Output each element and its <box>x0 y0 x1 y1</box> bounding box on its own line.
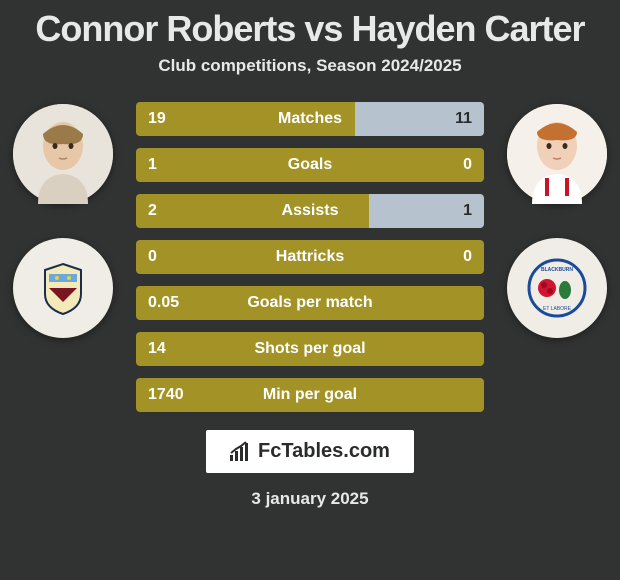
stat-value-left: 2 <box>148 202 157 220</box>
stat-row: 14 Shots per goal <box>136 332 484 366</box>
stat-label: Goals per match <box>247 294 372 312</box>
player-left-avatar <box>13 104 113 204</box>
stat-label: Assists <box>282 202 339 220</box>
player-right-avatar <box>507 104 607 204</box>
stat-label: Min per goal <box>263 386 357 404</box>
stat-row: 0.05 Goals per match <box>136 286 484 320</box>
right-side: BLACKBURN ET LABORE <box>502 102 612 338</box>
stat-row: 2 Assists 1 <box>136 194 484 228</box>
stat-row: 1 Goals 0 <box>136 148 484 182</box>
svg-text:ET LABORE: ET LABORE <box>543 306 572 312</box>
stat-value-left: 19 <box>148 110 166 128</box>
stat-value-right: 1 <box>463 202 472 220</box>
stat-label: Hattricks <box>276 248 344 266</box>
stat-value-right: 11 <box>455 110 472 128</box>
stat-value-left: 0 <box>148 248 157 266</box>
stat-row: 0 Hattricks 0 <box>136 240 484 274</box>
brand-text: FcTables.com <box>258 440 390 462</box>
club-left-crest <box>13 238 113 338</box>
stat-value-right: 0 <box>463 156 472 174</box>
stat-value-left: 0.05 <box>148 294 179 312</box>
svg-text:BLACKBURN: BLACKBURN <box>541 267 573 273</box>
page-title: Connor Roberts vs Hayden Carter <box>0 8 620 50</box>
stat-value-left: 1 <box>148 156 157 174</box>
subtitle: Club competitions, Season 2024/2025 <box>0 56 620 76</box>
stat-label: Goals <box>288 156 332 174</box>
footer: FcTables.com 3 january 2025 <box>0 430 620 509</box>
stat-value-left: 14 <box>148 340 166 358</box>
brand-logo: FcTables.com <box>206 430 414 473</box>
stat-value-right: 0 <box>463 248 472 266</box>
date-label: 3 january 2025 <box>0 489 620 509</box>
stat-label: Shots per goal <box>254 340 365 358</box>
comparison-main: 19Matches111Goals02Assists10Hattricks00.… <box>0 102 620 412</box>
stats-bars: 19Matches111Goals02Assists10Hattricks00.… <box>118 102 502 412</box>
left-side <box>8 102 118 338</box>
stat-row: 1740 Min per goal <box>136 378 484 412</box>
club-right-crest: BLACKBURN ET LABORE <box>507 238 607 338</box>
stat-value-left: 1740 <box>148 386 184 404</box>
stat-label: Matches <box>278 110 342 128</box>
stat-row: 19 Matches 11 <box>136 102 484 136</box>
